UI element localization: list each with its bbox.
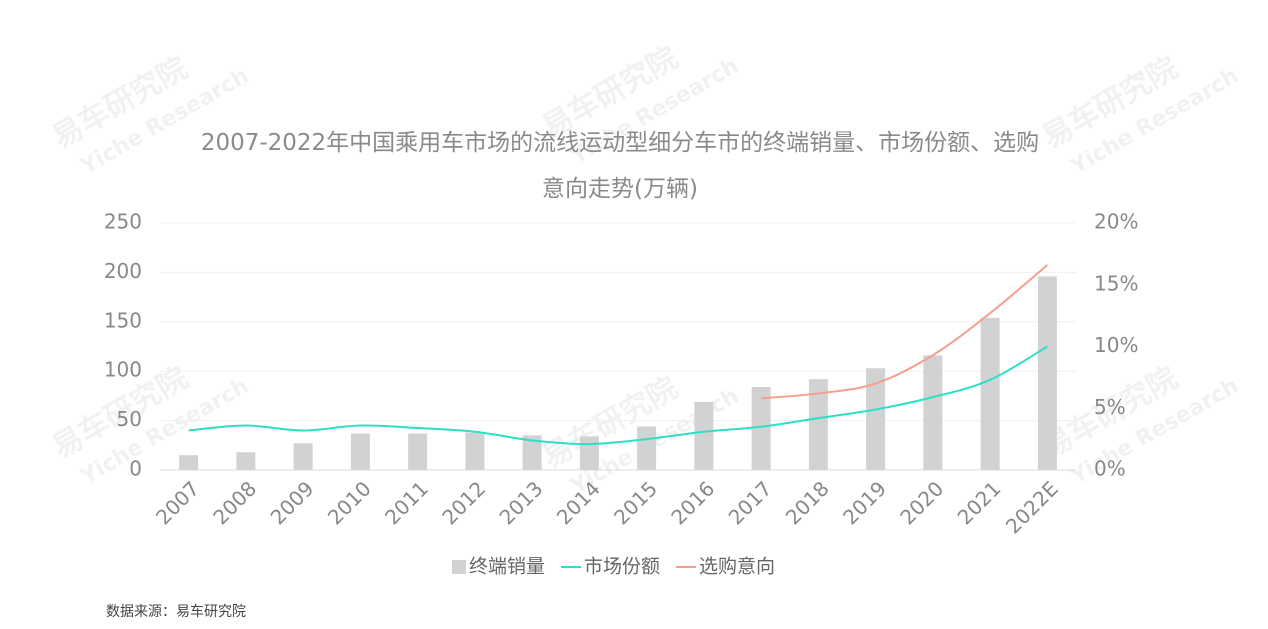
y-tick-label: 0	[129, 457, 142, 481]
x-tick-label: 2007	[151, 476, 204, 529]
y2-tick-label: 10%	[1094, 333, 1138, 357]
x-tick-label: 2022E	[1001, 476, 1063, 538]
x-tick-label: 2015	[609, 476, 662, 529]
bar	[751, 387, 771, 470]
legend-swatch	[452, 560, 466, 574]
bar	[293, 443, 313, 470]
legend-label: 市场份额	[584, 556, 660, 578]
source-note: 数据来源：易车研究院	[106, 604, 246, 620]
y2-tick-label: 5%	[1094, 395, 1126, 419]
y2-tick-label: 20%	[1094, 210, 1138, 234]
x-tick-label: 2021	[953, 476, 1006, 529]
x-tick-label: 2013	[495, 476, 548, 529]
x-tick-label: 2008	[208, 476, 261, 529]
line	[188, 345, 1048, 446]
chart-title: 2007-2022年中国乘用车市场的流线运动型细分车市的终端销量、市场份额、选购…	[200, 130, 1040, 202]
bar	[980, 317, 1000, 470]
bar	[408, 433, 428, 470]
legend-label: 选购意向	[699, 556, 775, 578]
x-tick-label: 2011	[380, 476, 433, 529]
bar	[808, 379, 828, 470]
bar	[1037, 276, 1057, 470]
x-tick-label: 2010	[323, 476, 376, 529]
bar	[694, 401, 714, 470]
bar	[236, 452, 256, 470]
legend-label: 终端销量	[469, 556, 545, 578]
bar	[866, 368, 886, 470]
bar	[923, 355, 943, 470]
bar	[179, 455, 199, 470]
x-tick-label: 2018	[781, 476, 834, 529]
bar	[465, 432, 485, 470]
bar	[579, 436, 599, 470]
x-tick-label: 2020	[895, 476, 948, 529]
y-tick-label: 100	[104, 358, 142, 382]
y-tick-label: 150	[104, 308, 142, 332]
bar	[637, 426, 657, 470]
x-tick-label: 2009	[266, 476, 319, 529]
x-tick-label: 2012	[437, 476, 490, 529]
y-tick-label: 50	[117, 407, 142, 431]
y2-tick-label: 0%	[1094, 457, 1126, 481]
bar	[522, 435, 542, 470]
x-tick-label: 2016	[666, 476, 719, 529]
bar	[350, 433, 370, 470]
y2-tick-label: 15%	[1094, 271, 1138, 295]
line	[761, 264, 1049, 400]
x-tick-label: 2017	[724, 476, 777, 529]
x-tick-label: 2019	[838, 476, 891, 529]
y-tick-label: 200	[104, 259, 142, 283]
y-tick-label: 250	[104, 210, 142, 234]
